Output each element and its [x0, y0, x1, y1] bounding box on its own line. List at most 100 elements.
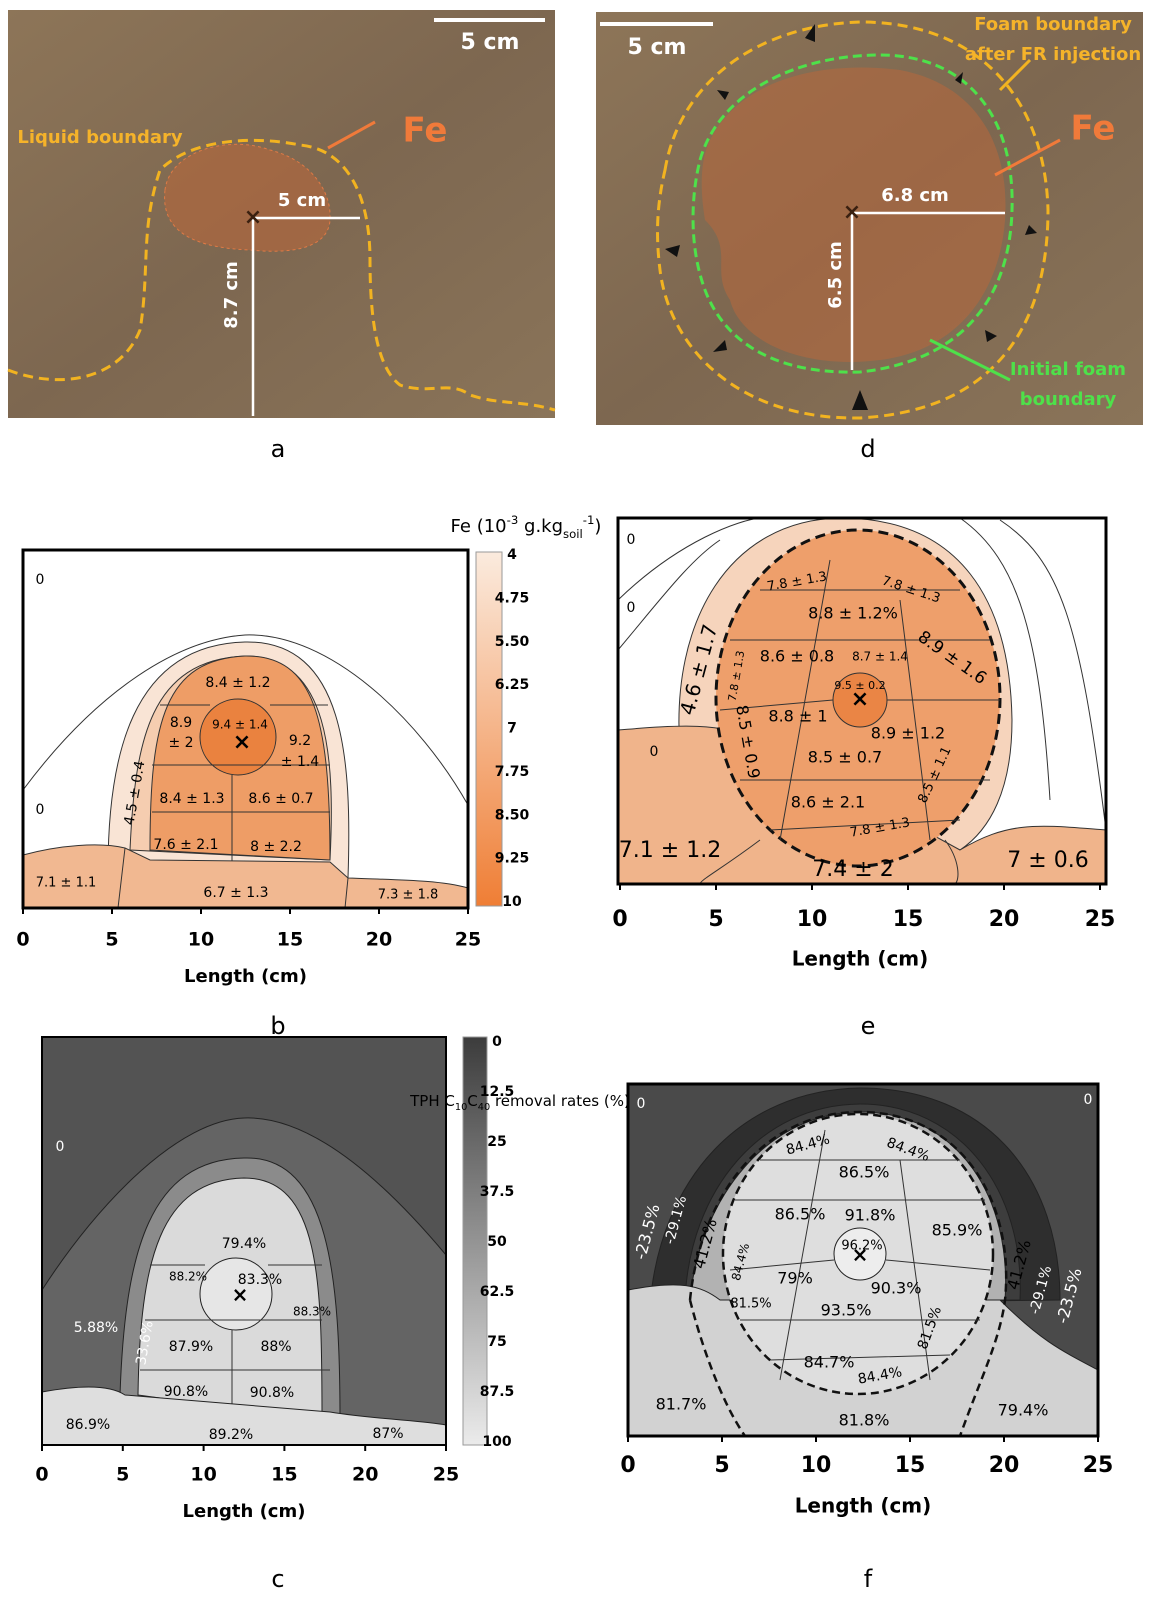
region-label: 8.7 ± 1.4 — [852, 650, 908, 664]
x-tick-label: 20 — [989, 907, 1020, 932]
colorbar-tick-label: 8.50 — [495, 807, 530, 823]
x-tick-label: 10 — [797, 907, 828, 932]
boundary-label: boundary — [1020, 389, 1117, 410]
region-label: 8.4 ± 1.2 — [205, 675, 270, 691]
x-tick-label: 25 — [1083, 1453, 1114, 1478]
x-tick-label: 15 — [895, 1453, 926, 1478]
colorbar-tick-label: 87.5 — [480, 1384, 515, 1400]
scale-bar-label: 5 cm — [461, 30, 520, 55]
map-c: × — [41, 1036, 488, 1446]
region-label: 90.8% — [164, 1384, 208, 1400]
svg-text:×: × — [851, 687, 869, 712]
region-label: 81.7% — [656, 1395, 707, 1414]
region-label: ± 2 — [168, 735, 193, 751]
radius-label: 5 cm — [278, 190, 326, 211]
colorbar-tick-label: 4.75 — [495, 590, 530, 606]
region-label: 7.6 ± 2.1 — [153, 837, 218, 853]
boundary-label: Initial foam — [1010, 359, 1126, 380]
region-label: 83.3% — [238, 1272, 282, 1288]
panel-label: a — [271, 435, 286, 463]
colorbar-tick-label: 12.5 — [480, 1084, 515, 1100]
x-tick-label: 5 — [105, 929, 118, 951]
x-tick-label: 20 — [352, 1464, 378, 1486]
region-label: 6.7 ± 1.3 — [203, 885, 268, 901]
x-axis-label: Length (cm) — [184, 966, 307, 987]
region-label: 0 — [1084, 1092, 1093, 1108]
region-label: 91.8% — [845, 1206, 896, 1225]
region-label: 84.7% — [804, 1353, 855, 1372]
map-f: × — [626, 1082, 1100, 1438]
x-tick-label: 20 — [366, 929, 392, 951]
colorbar-tick-label: 75 — [487, 1334, 506, 1350]
region-label: ± 1.4 — [281, 754, 320, 770]
region-label: 9.4 ± 1.4 — [212, 718, 268, 732]
colorbar-tick-label: 10 — [502, 894, 522, 910]
region-label: 79.4% — [998, 1401, 1049, 1420]
region-label: 0 — [36, 802, 45, 818]
region-label: 8 ± 2.2 — [250, 839, 302, 855]
region-label: 8.5 ± 0.7 — [808, 748, 882, 767]
region-label: 0 — [650, 744, 659, 760]
radius-label: 6.8 cm — [881, 185, 949, 206]
colorbar-title-part: ) — [594, 516, 601, 537]
colorbar-tick-label: 9.25 — [495, 851, 530, 867]
x-tick-label: 10 — [801, 1453, 832, 1478]
region-label: 7 ± 0.6 — [1007, 848, 1088, 873]
x-tick-label: 0 — [16, 929, 29, 951]
region-label: 9.2 — [289, 733, 311, 749]
svg-text:×: × — [244, 205, 262, 230]
panel-label: e — [861, 1012, 876, 1040]
colorbar-tick-label: 4 — [507, 547, 517, 563]
colorbar-title-part: Fe (10 — [451, 516, 507, 537]
map-b: × — [21, 548, 503, 910]
region-label: 81.8% — [839, 1411, 890, 1430]
fe-label: Fe — [1071, 109, 1116, 149]
region-label: 8.9 ± 1.2 — [871, 724, 945, 743]
region-label: 90.8% — [250, 1385, 294, 1401]
region-label: 8.6 ± 0.8 — [760, 647, 834, 666]
depth-label: 6.5 cm — [825, 241, 846, 309]
colorbar-tick-label: 62.5 — [480, 1284, 515, 1300]
colorbar-tick-label: 100 — [482, 1434, 511, 1450]
x-axis-label: Length (cm) — [183, 1501, 306, 1522]
region-label: 79% — [777, 1269, 813, 1288]
region-label: 86.9% — [66, 1417, 110, 1433]
x-tick-label: 5 — [708, 907, 723, 932]
colorbar-title-part: 10 — [455, 1102, 467, 1113]
panel-label: b — [270, 1012, 285, 1040]
region-label: 93.5% — [821, 1301, 872, 1320]
svg-text:×: × — [843, 200, 861, 225]
region-label: 8.8 ± 1 — [768, 707, 827, 726]
region-label: 85.9% — [932, 1221, 983, 1240]
scale-bar-label: 5 cm — [628, 35, 687, 60]
region-label: 8.6 ± 0.7 — [248, 791, 313, 807]
region-label: 0 — [637, 1096, 646, 1112]
region-label: 7.1 ± 1.2 — [619, 838, 721, 863]
map-e: × — [616, 516, 1108, 886]
region-label: 8.4 ± 1.3 — [159, 791, 224, 807]
region-label: 88% — [260, 1339, 291, 1355]
region-label: 84.4% — [857, 1364, 904, 1387]
region-label: 0 — [36, 572, 45, 588]
x-tick-label: 25 — [1085, 907, 1116, 932]
x-axis-label: Length (cm) — [795, 1494, 932, 1518]
colorbar-tick-label: 6.25 — [495, 677, 530, 693]
region-label: 88.3% — [293, 1305, 331, 1319]
x-tick-label: 0 — [620, 1453, 635, 1478]
region-label: 0 — [56, 1139, 65, 1155]
region-label: 8.8 ± 1.2% — [808, 604, 898, 623]
x-tick-label: 0 — [35, 1464, 48, 1486]
region-label: 88.2% — [169, 1270, 207, 1284]
colorbar-title-part: removal rates (%) — [490, 1092, 630, 1110]
colorbar-tick-label: 5.50 — [495, 634, 530, 650]
colorbar-tick-label: 37.5 — [480, 1184, 515, 1200]
panel-label: d — [860, 435, 875, 463]
x-tick-label: 0 — [612, 907, 627, 932]
colorbar-tick-label: 7.75 — [495, 764, 530, 780]
region-label: 7.3 ± 1.8 — [378, 888, 439, 903]
x-tick-label: 15 — [893, 907, 924, 932]
panel-label: c — [271, 1565, 284, 1593]
colorbar-title-part: C — [467, 1092, 477, 1110]
colorbar-tick-label: 0 — [492, 1034, 502, 1050]
